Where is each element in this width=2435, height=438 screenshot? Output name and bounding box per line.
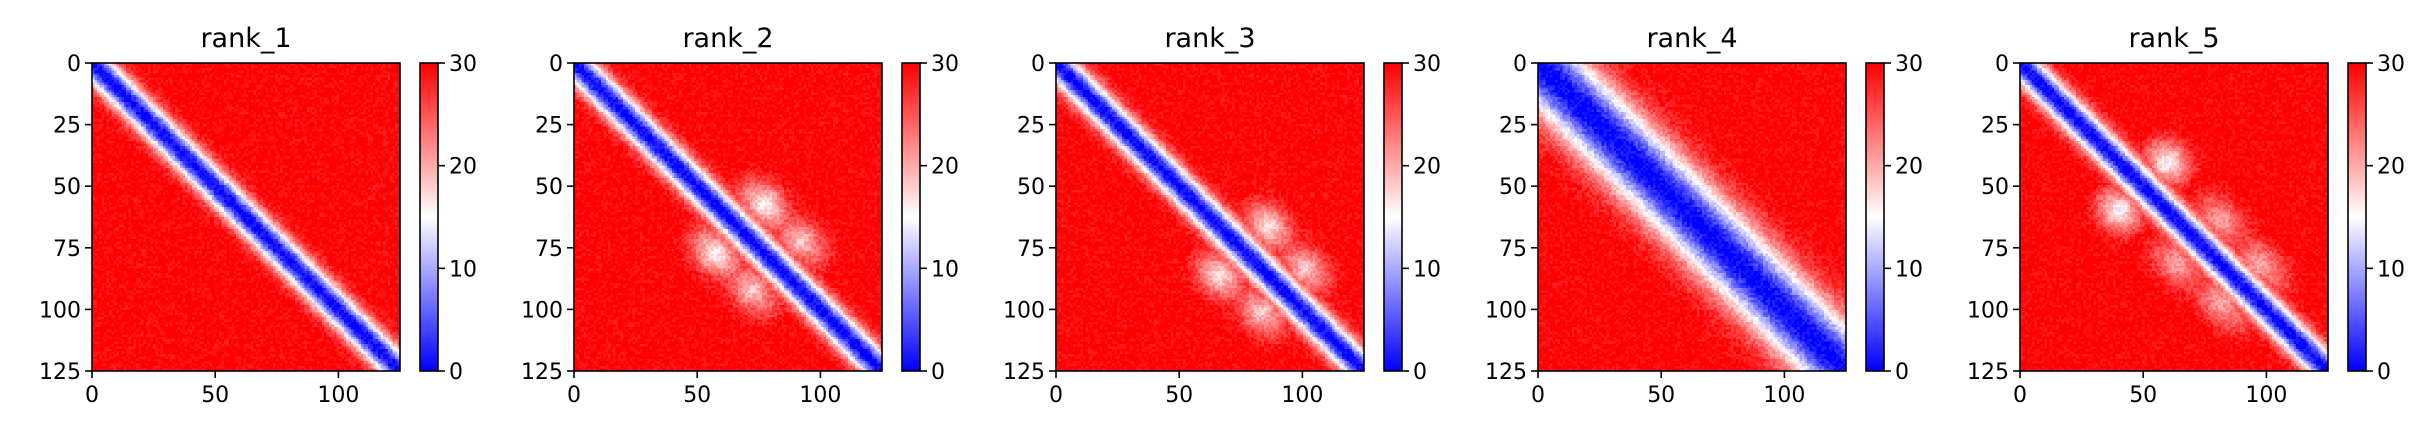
colorbar-frame	[419, 62, 439, 372]
colorbar-tick-label: 0	[931, 360, 945, 385]
panel-title: rank_2	[682, 23, 773, 54]
y-tick-label: 0	[67, 52, 81, 77]
x-tick-label: 50	[683, 383, 711, 408]
y-tick-label: 25	[53, 114, 81, 139]
colorbar-tick-label: 10	[1895, 257, 1923, 282]
colorbar-tick-label: 20	[449, 155, 477, 180]
x-tick-label: 100	[1763, 383, 1805, 408]
colorbar-frame	[1865, 62, 1885, 372]
colorbar-tick-label: 0	[1895, 360, 1909, 385]
colorbar-tick-label: 0	[2377, 360, 2391, 385]
y-tick-label: 125	[39, 360, 81, 385]
x-tick-label: 100	[799, 383, 841, 408]
colorbar-gradient	[1866, 63, 1884, 371]
colorbar-tick-label: 30	[1895, 52, 1923, 77]
y-tick-label: 75	[53, 237, 81, 262]
y-tick-label: 125	[521, 360, 563, 385]
x-tick-label: 100	[2245, 383, 2287, 408]
y-tick-label: 50	[1017, 175, 1045, 200]
y-tick-label: 75	[1499, 237, 1527, 262]
colorbar-tick-label: 10	[2377, 257, 2405, 282]
y-tick-label: 75	[1017, 237, 1045, 262]
y-tick-label: 100	[1003, 298, 1045, 323]
heatmap-frame	[1537, 62, 1847, 372]
x-tick-label: 0	[1049, 383, 1063, 408]
y-tick-label: 125	[1003, 360, 1045, 385]
heatmap-frame	[2019, 62, 2329, 372]
x-tick-label: 100	[1281, 383, 1323, 408]
colorbar-tick-label: 0	[449, 360, 463, 385]
x-tick-label: 0	[2013, 383, 2027, 408]
y-tick-label: 50	[1499, 175, 1527, 200]
y-tick-label: 100	[1967, 298, 2009, 323]
heatmap-cells	[92, 63, 400, 371]
colorbar-tick-label: 10	[449, 257, 477, 282]
colorbar-gradient	[2348, 63, 2366, 371]
colorbar-tick-label: 20	[1895, 155, 1923, 180]
y-tick-label: 25	[1981, 114, 2009, 139]
colorbar-gradient	[1384, 63, 1402, 371]
colorbar-tick-label: 30	[1413, 52, 1441, 77]
y-tick-label: 50	[535, 175, 563, 200]
colorbar-gradient	[902, 63, 920, 371]
heatmap-cells	[1056, 63, 1364, 371]
x-tick-label: 50	[1647, 383, 1675, 408]
y-tick-label: 0	[1995, 52, 2009, 77]
colorbar-frame	[2347, 62, 2367, 372]
x-tick-label: 50	[201, 383, 229, 408]
colorbar-tick-label: 10	[931, 257, 959, 282]
y-tick-label: 50	[1981, 175, 2009, 200]
colorbar-frame	[901, 62, 921, 372]
y-tick-label: 100	[1485, 298, 1527, 323]
x-tick-label: 50	[1165, 383, 1193, 408]
heatmap-frame	[1055, 62, 1365, 372]
x-tick-label: 0	[85, 383, 99, 408]
colorbar-tick-label: 30	[931, 52, 959, 77]
colorbar-tick-label: 0	[1413, 360, 1427, 385]
y-tick-label: 25	[1017, 114, 1045, 139]
y-tick-label: 75	[1981, 237, 2009, 262]
y-tick-label: 50	[53, 175, 81, 200]
y-tick-label: 0	[1031, 52, 1045, 77]
colorbar-frame	[1383, 62, 1403, 372]
y-tick-label: 75	[535, 237, 563, 262]
x-tick-label: 100	[317, 383, 359, 408]
y-tick-label: 25	[1499, 114, 1527, 139]
heatmap-cells	[574, 63, 882, 371]
panel-title: rank_3	[1164, 23, 1255, 54]
colorbar-gradient	[420, 63, 438, 371]
heatmap-frame	[573, 62, 883, 372]
heatmap-cells	[1538, 63, 1846, 371]
y-tick-label: 25	[535, 114, 563, 139]
y-tick-label: 125	[1485, 360, 1527, 385]
x-tick-label: 0	[1531, 383, 1545, 408]
panel-title: rank_1	[200, 23, 291, 54]
colorbar-tick-label: 20	[2377, 155, 2405, 180]
colorbar-tick-label: 20	[931, 155, 959, 180]
y-tick-label: 100	[39, 298, 81, 323]
y-tick-label: 0	[549, 52, 563, 77]
heatmap-frame	[91, 62, 401, 372]
panel-title: rank_5	[2128, 23, 2219, 54]
colorbar-tick-label: 30	[2377, 52, 2405, 77]
colorbar-tick-label: 30	[449, 52, 477, 77]
panel-title: rank_4	[1646, 23, 1737, 54]
y-tick-label: 100	[521, 298, 563, 323]
heatmap-cells	[2020, 63, 2328, 371]
x-tick-label: 50	[2129, 383, 2157, 408]
y-tick-label: 0	[1513, 52, 1527, 77]
colorbar-tick-label: 20	[1413, 155, 1441, 180]
y-tick-label: 125	[1967, 360, 2009, 385]
colorbar-tick-label: 10	[1413, 257, 1441, 282]
x-tick-label: 0	[567, 383, 581, 408]
